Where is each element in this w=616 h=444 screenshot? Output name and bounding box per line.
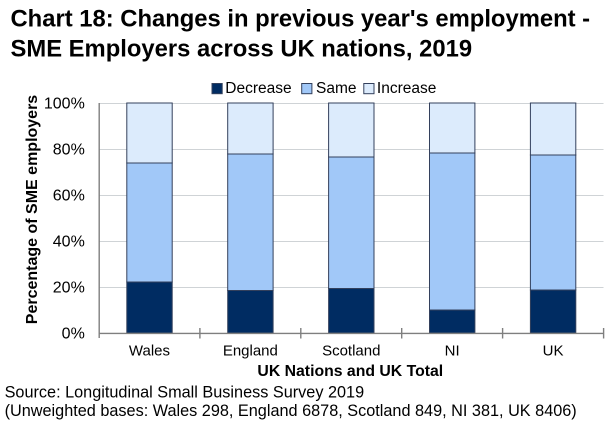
svg-text:0%: 0% bbox=[62, 326, 85, 343]
svg-text:80%: 80% bbox=[53, 142, 85, 159]
svg-text:20%: 20% bbox=[53, 280, 85, 297]
svg-text:Percentage of SME employers: Percentage of SME employers bbox=[24, 95, 41, 325]
svg-text:60%: 60% bbox=[53, 188, 85, 205]
svg-text:UK Nations and UK Total: UK Nations and UK Total bbox=[257, 363, 443, 380]
svg-text:(Unweighted bases: Wales 298,: (Unweighted bases: Wales 298, England 68… bbox=[5, 402, 577, 420]
svg-text:Scotland: Scotland bbox=[322, 342, 380, 359]
svg-text:NI: NI bbox=[445, 342, 460, 359]
svg-text:SME Employers across UK nation: SME Employers across UK nations, 2019 bbox=[11, 36, 473, 63]
svg-text:100%: 100% bbox=[44, 96, 85, 113]
svg-text:Decrease: Decrease bbox=[225, 80, 291, 97]
svg-text:England: England bbox=[223, 342, 278, 359]
svg-text:Wales: Wales bbox=[129, 342, 170, 359]
svg-text:Increase: Increase bbox=[377, 80, 436, 97]
svg-text:Chart 18: Changes in previous: Chart 18: Changes in previous year's emp… bbox=[11, 6, 591, 33]
svg-text:UK: UK bbox=[543, 342, 564, 359]
svg-text:40%: 40% bbox=[53, 234, 85, 251]
svg-text:Same: Same bbox=[316, 80, 357, 97]
svg-text:Source: Longitudinal Small Bus: Source: Longitudinal Small Business Surv… bbox=[5, 383, 365, 401]
